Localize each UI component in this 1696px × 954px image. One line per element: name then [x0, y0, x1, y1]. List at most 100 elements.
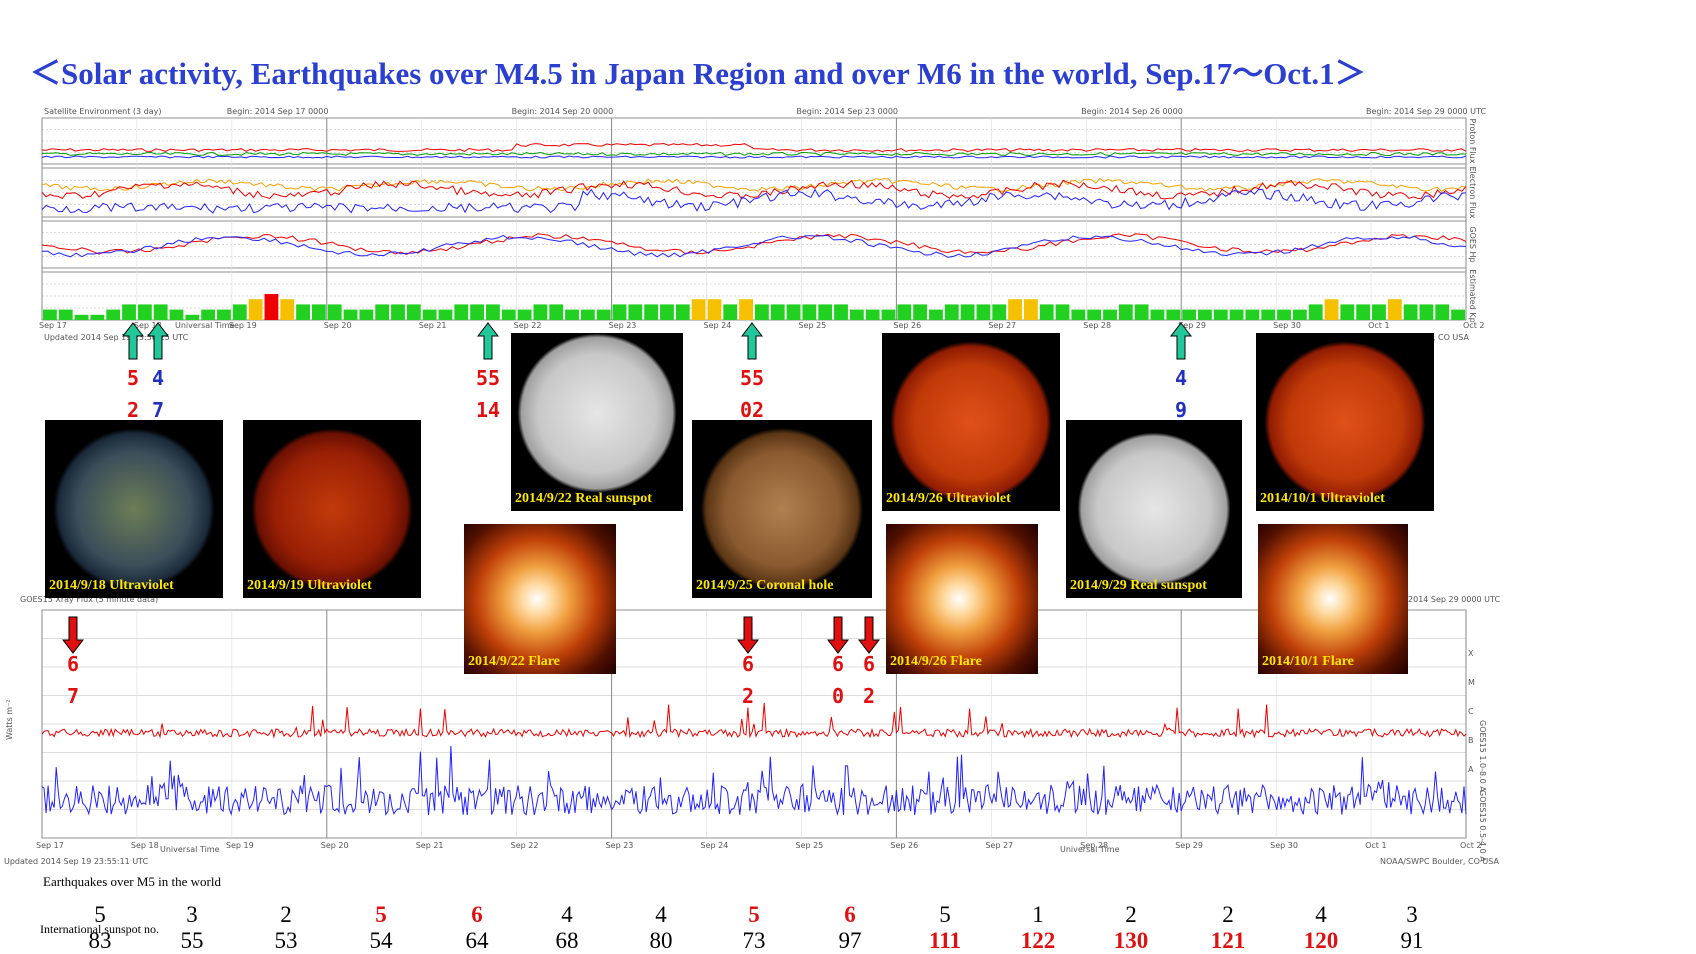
sunspot-number: 122 — [1020, 928, 1056, 953]
sunspot-number: 53 — [274, 928, 298, 953]
kp-bar — [1387, 299, 1402, 320]
kp-bar — [612, 304, 627, 320]
top-header-begin: Begin: 2014 Sep 29 0000 UTC — [1366, 107, 1486, 116]
xray-class-letter: A — [1468, 765, 1474, 774]
x-tick-label: Oct 1 — [1365, 841, 1386, 850]
world-eq-arrow-icon — [858, 616, 880, 654]
kp-bar — [106, 309, 121, 320]
kp-bar — [122, 304, 136, 320]
top-header: Satellite Environment (3 day) — [44, 107, 162, 116]
japan-eq-magnitude-bottom: 14 — [475, 398, 501, 422]
earthquake-count: 5 — [939, 902, 951, 927]
kp-bar — [1055, 304, 1070, 320]
kp-bar — [43, 309, 57, 320]
kp-bar — [137, 304, 152, 320]
kp-bar — [960, 304, 975, 320]
kp-bar — [1435, 304, 1450, 320]
image-caption: 2014/9/29 Real sunspot — [1070, 578, 1207, 593]
x-tick-label: Sep 24 — [704, 321, 732, 330]
kp-bar — [1039, 304, 1054, 320]
sunspot-number: 120 — [1303, 928, 1339, 953]
kp-bar — [580, 309, 595, 320]
sunspot-number: 55 — [180, 928, 204, 953]
kp-bar — [1103, 309, 1117, 320]
flare-image-1: 2014/9/22 Flare — [464, 524, 616, 674]
kp-bar — [501, 309, 516, 320]
kp-bar — [707, 299, 722, 320]
kp-bar — [755, 304, 769, 320]
kp-bar — [849, 309, 864, 320]
xray-right-label-blue: GOES15 0.5-4.0 A — [1478, 790, 1487, 862]
kp-bar — [929, 309, 943, 320]
image-caption: 2014/9/19 Ultraviolet — [247, 578, 372, 593]
sunspot-number: 111 — [929, 928, 961, 953]
sunspot-number: 130 — [1113, 928, 1149, 953]
x-tick-label: Sep 26 — [893, 321, 921, 330]
kp-bar — [422, 309, 437, 320]
x-tick-label: Sep 30 — [1270, 841, 1298, 850]
kp-bar — [802, 304, 817, 320]
kp-bar — [533, 304, 548, 320]
japan-eq-magnitude-top: 4 — [151, 366, 165, 390]
japan-eq-magnitude-bottom: 02 — [739, 398, 765, 422]
sun-image-6: 2014/9/29 Real sunspot — [1066, 420, 1242, 598]
x-tick-label: Sep 28 — [1080, 841, 1108, 850]
kp-bar — [454, 304, 469, 320]
top-panel-label: Proton Flux — [1468, 119, 1477, 164]
kp-bar — [1403, 304, 1418, 320]
japan-eq-arrow-icon — [477, 322, 499, 360]
flare-image-2: 2014/9/26 Flare — [886, 524, 1038, 674]
earthquake-count: 2 — [280, 902, 292, 927]
x-tick-label: Oct 2 — [1463, 321, 1484, 330]
x-tick-label: Sep 26 — [890, 841, 918, 850]
kp-bar — [217, 309, 231, 320]
x-tick-label: Sep 29 — [1178, 321, 1206, 330]
kp-bar — [185, 314, 200, 320]
xray-header-right: Begin: 2014 Sep 29 0000 UTC — [1380, 595, 1500, 604]
kp-bar — [1451, 309, 1465, 320]
japan-eq-magnitude-top: 55 — [475, 366, 501, 390]
kp-bar — [517, 309, 532, 320]
kp-bar — [264, 294, 279, 320]
kp-bar — [723, 304, 738, 320]
kp-bar — [1372, 304, 1386, 320]
x-tick-label: Sep 19 — [229, 321, 257, 330]
sun-image-5: 2014/9/26 Ultraviolet — [882, 333, 1060, 511]
top-panel-label: Estimated Kp — [1468, 269, 1477, 322]
kp-bar — [1324, 299, 1339, 320]
kp-bar — [913, 304, 928, 320]
flare-image-3: 2014/10/1 Flare — [1258, 524, 1408, 674]
kp-bar — [1261, 309, 1276, 320]
x-tick-label: Sep 24 — [701, 841, 729, 850]
top-header-begin: Begin: 2014 Sep 23 0000 — [796, 107, 898, 116]
kp-bar — [486, 304, 500, 320]
x-tick-label: Sep 20 — [321, 841, 349, 850]
kp-bar — [1166, 309, 1181, 320]
earthquake-count: 2 — [1125, 902, 1137, 927]
xray-ylabel: Watts m⁻² — [5, 699, 14, 740]
xray-xaxis-label: Universal Time — [160, 845, 220, 854]
x-tick-label: Sep 17 — [39, 321, 67, 330]
kp-bar — [1134, 304, 1149, 320]
world-eq-arrow-icon — [737, 616, 759, 654]
kp-bar — [1340, 304, 1355, 320]
japan-eq-magnitude-top: 4 — [1174, 366, 1188, 390]
top-header-begin: Begin: 2014 Sep 17 0000 — [227, 107, 329, 116]
page-title: ＜Solar activity, Earthquakes over M4.5 i… — [30, 56, 1366, 91]
proton-line-green — [41, 151, 1467, 157]
x-tick-label: Sep 23 — [609, 321, 637, 330]
kp-bar — [1308, 304, 1323, 320]
xray-class-letter: X — [1468, 649, 1474, 658]
kp-bar — [691, 299, 706, 320]
x-tick-label: Sep 20 — [324, 321, 352, 330]
x-tick-label: Oct 1 — [1368, 321, 1389, 330]
kp-bar — [1213, 309, 1228, 320]
image-caption: 2014/9/25 Coronal hole — [696, 578, 834, 593]
sunspot-number: 91 — [1400, 928, 1424, 953]
sunspot-number: 68 — [555, 928, 579, 953]
kp-bar — [1071, 309, 1086, 320]
japan-eq-magnitude-bottom: 2 — [126, 398, 140, 422]
japan-eq-magnitude-bottom: 9 — [1174, 398, 1188, 422]
image-caption: 2014/9/22 Real sunspot — [515, 491, 652, 506]
